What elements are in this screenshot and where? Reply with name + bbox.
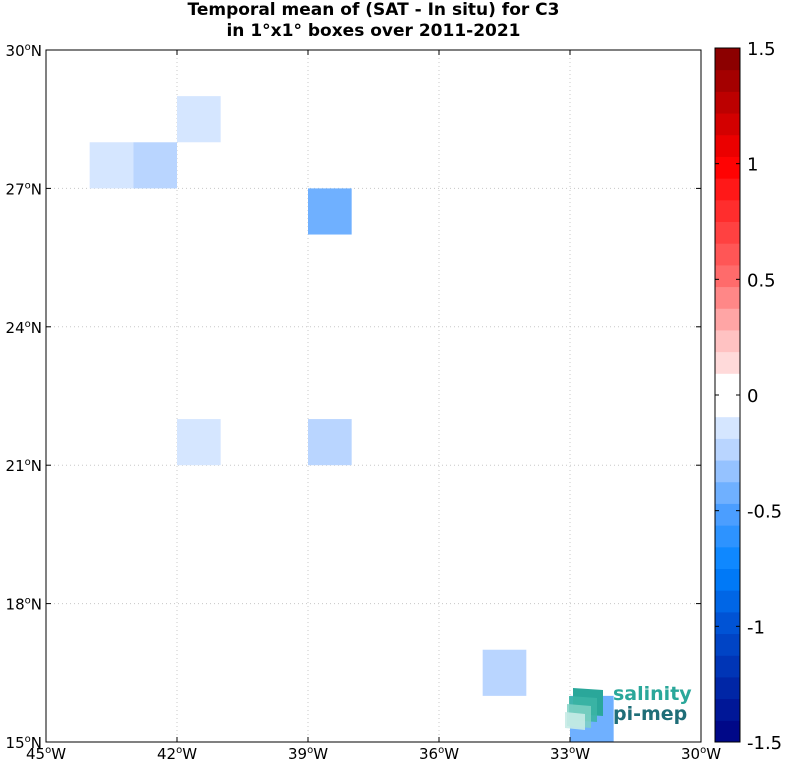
logo-text-pimep: pi-mep — [613, 703, 688, 725]
x-tick-label: 39oW — [288, 745, 328, 763]
x-tick-label: 36oW — [419, 745, 459, 763]
colorbar-segment — [715, 199, 740, 222]
heatmap-cell — [177, 419, 221, 466]
colorbar-segment — [715, 329, 740, 353]
colorbar-segment — [715, 221, 740, 244]
heatmap-cell — [89, 142, 134, 189]
colorbar-segment — [715, 308, 740, 331]
grid-lines — [46, 50, 701, 742]
colorbar-tick-label: -0.5 — [747, 502, 782, 523]
colorbar-tick-label: 1 — [747, 155, 758, 176]
colorbar-segment — [715, 655, 740, 678]
colorbar-segment — [715, 48, 740, 71]
colorbar-tick-label: 0.5 — [747, 270, 776, 291]
colorbar-segment — [715, 460, 740, 483]
plot-frame — [45, 49, 702, 743]
colorbar-segment — [715, 611, 740, 635]
colorbar-segment — [715, 178, 740, 201]
colorbar-segment — [715, 351, 740, 374]
chart-title: Temporal mean of (SAT - In situ) for C3 … — [0, 0, 747, 42]
chart-title-line-1: Temporal mean of (SAT - In situ) for C3 — [187, 0, 560, 20]
colorbar-segment — [715, 286, 740, 309]
heatmap-cell — [133, 142, 177, 189]
colorbar-segment — [715, 264, 740, 288]
colorbar-segment — [715, 568, 740, 591]
heatmap-cell — [482, 649, 527, 696]
x-tick-label: 33oW — [550, 745, 590, 763]
heatmap-cell — [308, 188, 352, 235]
y-axis: 15oN 18oN 21oN 24oN 27oN 30oN — [6, 42, 701, 752]
colorbar-segment — [715, 91, 740, 114]
x-tick-label: 45oW — [26, 745, 66, 763]
colorbar-segment — [715, 416, 740, 439]
logo-text-salinity: salinity — [613, 683, 692, 705]
colorbar-segment — [715, 395, 740, 418]
colorbar-tick-label: 0 — [747, 386, 758, 407]
colorbar-segment — [715, 546, 740, 569]
colorbar-segment — [715, 69, 740, 92]
colorbar-segment — [715, 676, 740, 700]
colorbar-segment — [715, 698, 740, 721]
y-tick-label: 21oN — [6, 457, 42, 475]
colorbar-segment — [715, 134, 740, 157]
colorbar-segment — [715, 590, 740, 613]
heatmap-cell — [177, 96, 221, 143]
y-tick-label: 15oN — [6, 734, 42, 752]
colorbar-segment — [715, 243, 740, 266]
y-tick-label: 18oN — [6, 596, 42, 614]
colorbar-tick-label: 1.5 — [747, 39, 776, 60]
x-tick-label: 42oW — [157, 745, 197, 763]
colorbar-segment — [715, 503, 740, 526]
colorbar-segment — [715, 113, 740, 136]
y-tick-label: 24oN — [6, 319, 42, 337]
colorbar-segment — [715, 438, 740, 461]
wave-logo-icon — [565, 688, 603, 730]
colorbar-segment — [715, 525, 740, 548]
colorbar-segment — [715, 633, 740, 656]
colorbar-segment — [715, 481, 740, 504]
colorbar-tick-label: -1.5 — [747, 733, 782, 754]
colorbar: -1.5 -1 -0.5 0 0.5 1 1.5 — [714, 39, 782, 754]
y-tick-label: 27oN — [6, 180, 42, 198]
x-tick-label: 30oW — [681, 745, 721, 763]
colorbar-segment — [715, 720, 740, 743]
colorbar-segment — [715, 373, 740, 396]
salinity-pimep-logo: salinity pi-mep — [565, 684, 695, 732]
x-axis: 45oW 42oW 39oW 36oW 33oW 30oW — [26, 50, 721, 763]
colorbar-tick-label: -1 — [747, 617, 765, 638]
chart-title-line-2: in 1°x1° boxes over 2011-2021 — [226, 21, 521, 41]
y-tick-label: 30oN — [6, 42, 42, 60]
heatmap-cell — [308, 419, 352, 466]
colorbar-segment — [715, 156, 740, 179]
